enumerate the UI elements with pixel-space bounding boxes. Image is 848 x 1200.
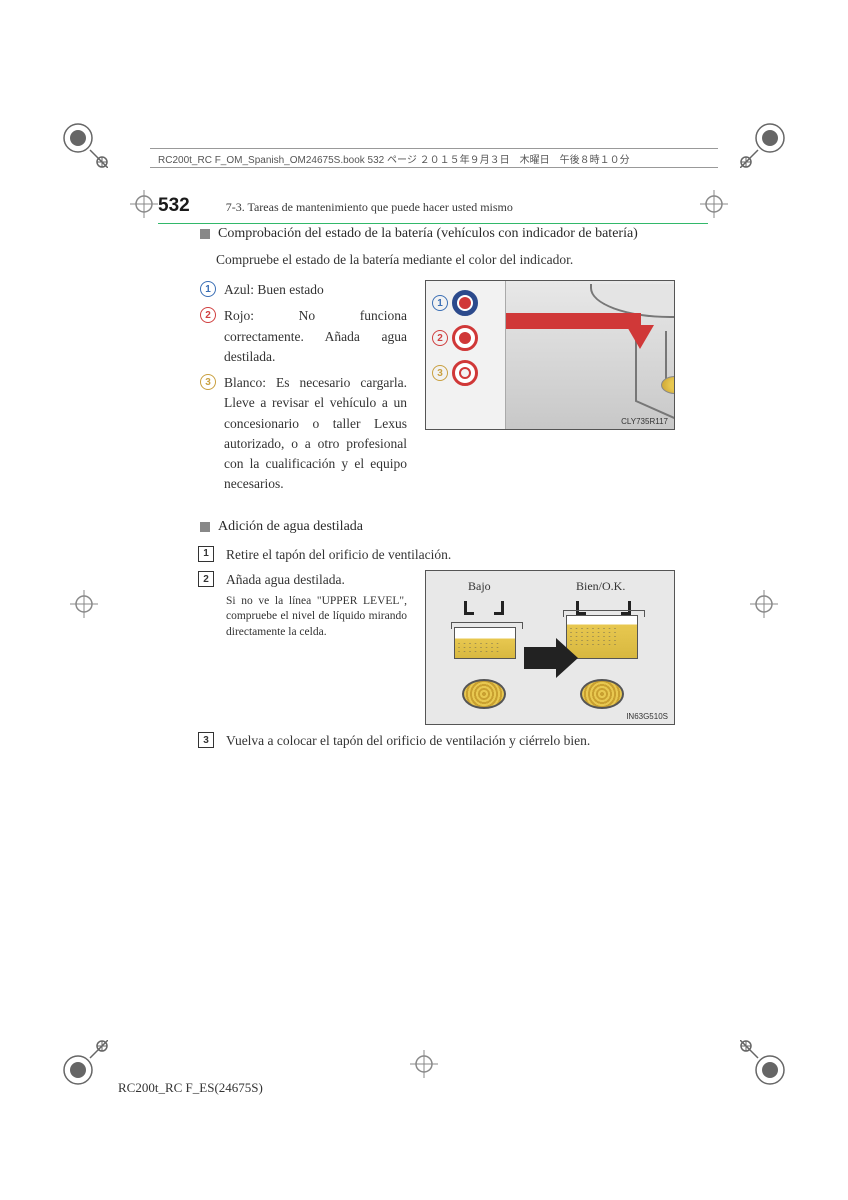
list-item-text: Rojo: No funciona correctamente. Añada a… xyxy=(224,306,407,367)
page-number: 532 xyxy=(158,195,190,217)
indicator-sample-blue-icon xyxy=(452,290,478,316)
step-item: 2 Añada agua destilada. Si no ve la líne… xyxy=(198,570,407,640)
callout-arrow-icon xyxy=(506,313,641,329)
indicator-legend: 1 2 3 xyxy=(426,281,506,429)
list-item: 2 Rojo: No funciona correctamente. Añada… xyxy=(200,306,407,367)
subsection-title: Adición de agua destilada xyxy=(218,519,363,535)
legend-row: 3 xyxy=(432,360,505,386)
add-water-block: 2 Añada agua destilada. Si no ve la líne… xyxy=(200,570,698,725)
figure-battery-indicator: 1 2 3 CLY735R117 xyxy=(425,280,675,501)
step-item: 3 Vuelva a colocar el tapón del orificio… xyxy=(198,731,698,751)
crop-mark-small-icon xyxy=(60,580,108,628)
figure-code: CLY735R117 xyxy=(621,417,668,426)
crop-mark-small-icon xyxy=(400,1040,448,1088)
figure-box: 1 2 3 CLY735R117 xyxy=(425,280,675,430)
indicator-sample-red-icon xyxy=(452,325,478,351)
subsection-intro: Compruebe el estado de la batería median… xyxy=(216,252,698,268)
legend-row: 2 xyxy=(432,325,505,351)
cell-topview-icon xyxy=(580,679,624,709)
figure-code: IN63G510S xyxy=(626,712,668,721)
step-text: Añada agua destilada. xyxy=(226,570,407,590)
legend-row: 1 xyxy=(432,290,505,316)
subsection-title: Comprobación del estado de la batería (v… xyxy=(218,226,638,242)
section-title: 7-3. Tareas de mantenimiento que puede h… xyxy=(226,200,513,215)
indicator-list: 1 Azul: Buen estado 2 Rojo: No funciona … xyxy=(200,280,425,501)
cap-mark-icon xyxy=(464,601,474,615)
circled-number-icon: 3 xyxy=(432,365,448,381)
step-item: 1 Retire el tapón del orificio de ventil… xyxy=(198,545,698,565)
list-item-text: Azul: Buen estado xyxy=(224,280,324,300)
cell-topview-icon xyxy=(462,679,506,709)
battery-state-block: 1 Azul: Buen estado 2 Rojo: No funciona … xyxy=(200,280,698,501)
level-label-ok: Bien/O.K. xyxy=(576,579,625,594)
crop-mark-icon xyxy=(740,120,788,168)
list-item-text: Blanco: Es necesario cargarla. Lleve a r… xyxy=(224,373,407,495)
figure-water-level: Bajo Bien/O.K. - - - - - - - -- - - - - … xyxy=(425,570,675,725)
crop-mark-small-icon xyxy=(740,580,788,628)
circled-number-icon: 3 xyxy=(200,374,216,390)
cell-low-icon: - - - - - - - -- - - - - - - -- - - - - … xyxy=(454,627,516,659)
crop-mark-icon xyxy=(60,1040,108,1088)
crop-mark-icon xyxy=(740,1040,788,1088)
cap-mark-icon xyxy=(494,601,504,615)
boxed-number-icon: 1 xyxy=(198,546,214,562)
square-bullet-icon xyxy=(200,229,210,239)
subsection-heading: Comprobación del estado de la batería (v… xyxy=(200,226,698,242)
circled-number-icon: 2 xyxy=(432,330,448,346)
boxed-number-icon: 2 xyxy=(198,571,214,587)
circled-number-icon: 1 xyxy=(432,295,448,311)
step-note: Si no ve la línea "UPPER LEVEL", comprue… xyxy=(226,594,407,641)
subsection-heading: Adición de agua destilada xyxy=(200,519,698,535)
list-item: 3 Blanco: Es necesario cargarla. Lleve a… xyxy=(200,373,407,495)
step-text: Vuelva a colocar el tapón del orificio d… xyxy=(226,731,590,751)
callout-arrowhead-icon xyxy=(626,325,654,349)
page-content: Comprobación del estado de la batería (v… xyxy=(200,226,698,757)
list-item: 1 Azul: Buen estado xyxy=(200,280,407,300)
figure-engine-area xyxy=(506,281,674,429)
arrow-right-icon xyxy=(524,647,558,669)
boxed-number-icon: 3 xyxy=(198,732,214,748)
crop-mark-icon xyxy=(60,120,108,168)
circled-number-icon: 2 xyxy=(200,307,216,323)
square-bullet-icon xyxy=(200,522,210,532)
level-label-low: Bajo xyxy=(468,579,491,594)
print-header-bar: RC200t_RC F_OM_Spanish_OM24675S.book 532… xyxy=(150,148,718,168)
step-left: 2 Añada agua destilada. Si no ve la líne… xyxy=(200,570,425,725)
print-header-text: RC200t_RC F_OM_Spanish_OM24675S.book 532… xyxy=(158,151,630,166)
step-text: Retire el tapón del orificio de ventilac… xyxy=(226,545,451,565)
footer-document-code: RC200t_RC F_ES(24675S) xyxy=(118,1080,263,1096)
indicator-sample-white-icon xyxy=(452,360,478,386)
page-header: 532 7-3. Tareas de mantenimiento que pue… xyxy=(158,195,708,224)
figure-box: Bajo Bien/O.K. - - - - - - - -- - - - - … xyxy=(425,570,675,725)
circled-number-icon: 1 xyxy=(200,281,216,297)
